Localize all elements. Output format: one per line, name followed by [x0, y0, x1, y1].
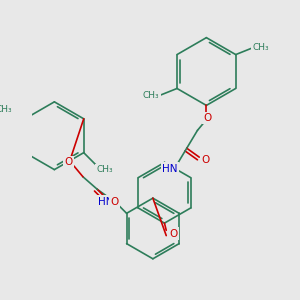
Text: O: O: [169, 229, 178, 239]
Text: O: O: [110, 197, 118, 207]
Text: HN: HN: [98, 197, 114, 207]
Text: CH₃: CH₃: [97, 165, 113, 174]
Text: CH₃: CH₃: [252, 43, 269, 52]
Text: CH₃: CH₃: [0, 105, 12, 114]
Text: HN: HN: [162, 164, 178, 174]
Text: O: O: [64, 158, 73, 167]
Text: CH₃: CH₃: [143, 91, 160, 100]
Text: O: O: [203, 113, 212, 123]
Text: O: O: [201, 155, 210, 165]
